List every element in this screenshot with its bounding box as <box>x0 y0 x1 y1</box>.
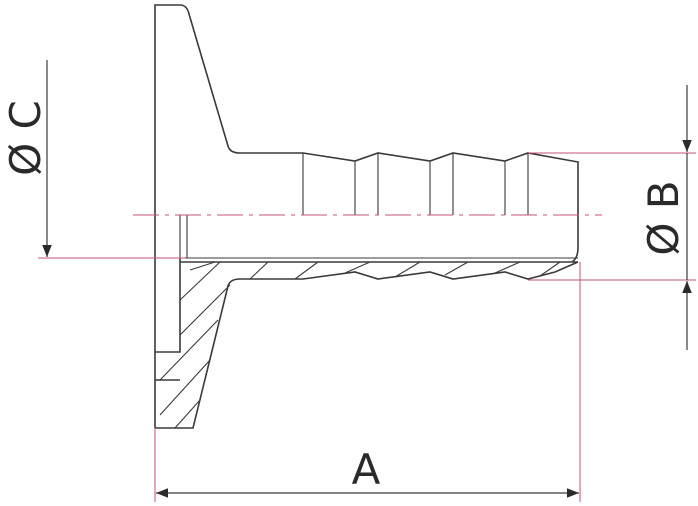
label-dim-a: A <box>352 445 381 494</box>
label-dim-b: Ø B <box>639 180 688 255</box>
dimension-c: Ø C <box>1 60 185 259</box>
dimension-a: A <box>154 262 581 502</box>
part-outline <box>154 4 579 429</box>
dimension-b: Ø B <box>528 85 696 350</box>
label-dim-c: Ø C <box>1 100 50 176</box>
